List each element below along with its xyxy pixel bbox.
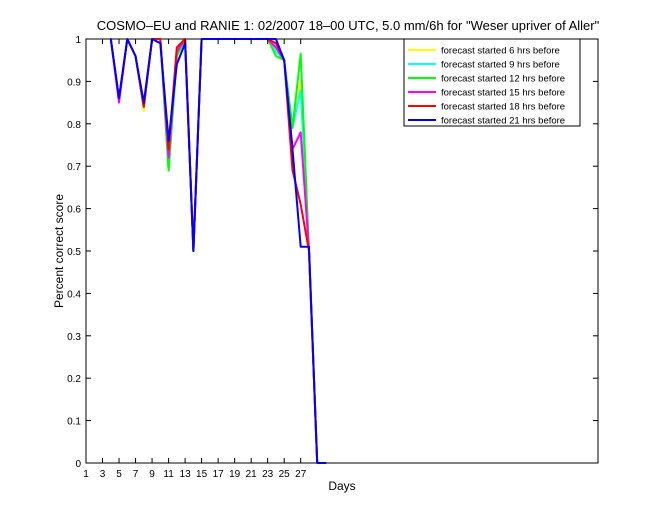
x-tick-label: 21 bbox=[246, 469, 258, 480]
y-tick-label: 0.6 bbox=[67, 205, 81, 216]
chart-title: COSMO–EU and RANIE 1: 02/2007 18–00 UTC,… bbox=[97, 18, 600, 33]
legend-box bbox=[403, 38, 581, 127]
x-tick-label: 13 bbox=[180, 469, 192, 480]
y-tick-label: 0 bbox=[75, 459, 81, 470]
x-tick-label: 5 bbox=[116, 469, 122, 480]
y-tick-label: 0.9 bbox=[67, 77, 81, 88]
y-axis-label: Percent correct score bbox=[52, 194, 66, 308]
x-tick-label: 7 bbox=[133, 469, 139, 480]
x-tick-label: 15 bbox=[196, 469, 208, 480]
legend-label-4: forecast started 15 hrs before bbox=[441, 88, 565, 99]
x-tick-label: 27 bbox=[295, 469, 307, 480]
x-axis-label: Days bbox=[328, 479, 355, 493]
x-tick-label: 25 bbox=[279, 469, 291, 480]
legend-items: forecast started 6 hrs before forecast st… bbox=[408, 46, 565, 127]
legend-label-6: forecast started 21 hrs before bbox=[441, 116, 565, 127]
y-tick-label: 0.7 bbox=[67, 162, 81, 173]
legend-label-2: forecast started 9 hrs before bbox=[441, 60, 560, 71]
y-tick-label: 0.4 bbox=[67, 289, 81, 300]
x-tick-label: 17 bbox=[213, 469, 225, 480]
x-tick-label: 11 bbox=[163, 469, 174, 480]
y-tick-label: 0.8 bbox=[67, 120, 81, 131]
y-tick-label: 0.5 bbox=[67, 247, 81, 258]
chart-legend: forecast started 6 hrs before forecast st… bbox=[403, 38, 581, 127]
y-tick-label: 0.3 bbox=[67, 332, 81, 343]
x-tick-label: 1 bbox=[83, 469, 89, 480]
y-tick-label: 0.2 bbox=[67, 374, 81, 385]
x-tick-label: 19 bbox=[229, 469, 241, 480]
legend-label-3: forecast started 12 hrs before bbox=[441, 74, 565, 85]
x-tick-label: 9 bbox=[149, 469, 155, 480]
y-tick-label: 1 bbox=[75, 35, 81, 46]
legend-label-1: forecast started 6 hrs before bbox=[441, 46, 560, 57]
x-tick-label: 3 bbox=[100, 469, 106, 480]
y-tick-label: 0.1 bbox=[67, 417, 81, 428]
x-tick-label: 23 bbox=[262, 469, 274, 480]
legend-label-5: forecast started 18 hrs before bbox=[441, 102, 565, 113]
axes-layer: 1 3 5 7 9 11 13 15 17 19 21 23 25 2700.10.20.30.40.50… bbox=[67, 35, 598, 480]
